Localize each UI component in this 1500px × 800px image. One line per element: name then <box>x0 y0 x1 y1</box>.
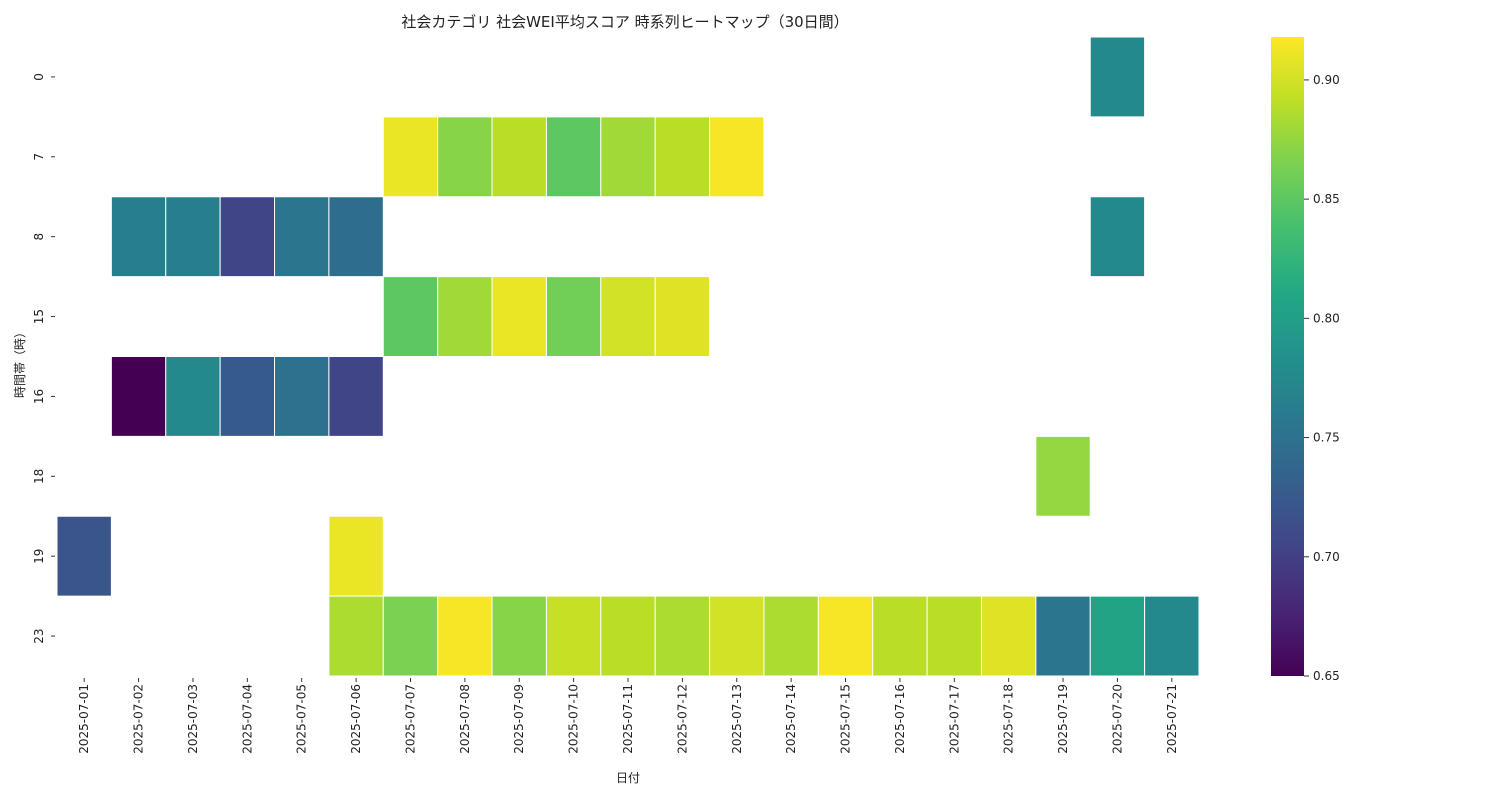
heatmap-cell <box>274 356 330 437</box>
y-tick-label: 16 <box>32 389 46 404</box>
heatmap-cell <box>328 595 384 677</box>
x-tick-label: 2025-07-11 <box>621 684 635 754</box>
colorbar-tick-label: 0.75 <box>1313 431 1340 445</box>
heatmap-cell <box>545 116 602 198</box>
colorbar-tick-label: 0.90 <box>1313 73 1340 87</box>
y-tick-label: 8 <box>32 233 46 241</box>
x-tick-label: 2025-07-13 <box>730 684 744 754</box>
heatmap-cell <box>545 276 602 357</box>
heatmap-cell <box>600 276 656 357</box>
colorbar-ticks: 0.65 0.70 0.75 0.80 0.85 0.90 <box>1304 73 1340 683</box>
heatmap-cell <box>437 276 493 357</box>
x-tick-label: 2025-07-04 <box>240 684 254 754</box>
heatmap-cells <box>56 36 1200 677</box>
y-tick-label: 23 <box>32 628 46 643</box>
x-tick-label: 2025-07-08 <box>458 684 472 754</box>
x-tick-label: 2025-07-10 <box>567 684 581 754</box>
x-tick-label: 2025-07-02 <box>132 684 146 754</box>
y-tick-label: 19 <box>32 549 46 564</box>
x-tick-label: 2025-07-09 <box>512 684 526 754</box>
heatmap-cell <box>382 276 439 357</box>
colorbar-tick-label: 0.80 <box>1313 311 1340 325</box>
y-tick-label: 18 <box>32 469 46 484</box>
heatmap-cell <box>763 595 819 677</box>
colorbar <box>1271 37 1304 676</box>
colorbar-tick-label: 0.85 <box>1313 192 1340 206</box>
heatmap-cell <box>274 196 330 278</box>
heatmap-cell <box>491 116 547 198</box>
x-tick-label: 2025-07-01 <box>77 684 91 754</box>
heatmap-cell <box>709 595 765 677</box>
y-tick-label: 7 <box>32 153 46 161</box>
heatmap-cell <box>654 595 711 677</box>
x-tick-label: 2025-07-14 <box>784 684 798 754</box>
heatmap-cell <box>382 116 439 198</box>
heatmap-cell <box>491 276 547 357</box>
heatmap-cell <box>328 356 384 437</box>
y-tick-label: 15 <box>32 309 46 324</box>
chart-title: 社会カテゴリ 社会WEI平均スコア 時系列ヒートマップ（30日間） <box>401 13 848 31</box>
heatmap-cell <box>1089 196 1146 278</box>
heatmap-cell <box>165 196 221 278</box>
heatmap-cell <box>600 116 656 198</box>
heatmap-cell <box>110 356 167 437</box>
colorbar-tick-label: 0.70 <box>1313 550 1340 564</box>
heatmap-cell <box>817 595 874 677</box>
heatmap-cell <box>709 116 765 198</box>
x-tick-label: 2025-07-15 <box>839 684 853 754</box>
y-tick-label: 0 <box>32 73 46 81</box>
heatmap-cell <box>1144 595 1200 677</box>
x-tick-label: 2025-07-21 <box>1165 684 1179 754</box>
heatmap-cell <box>545 595 602 677</box>
heatmap-cell <box>872 595 928 677</box>
heatmap-cell <box>1035 435 1091 517</box>
heatmap-cell <box>437 116 493 198</box>
heatmap-cell <box>1089 595 1146 677</box>
x-tick-label: 2025-07-17 <box>947 684 961 754</box>
x-tick-label: 2025-07-16 <box>893 684 907 754</box>
heatmap-cell <box>980 595 1037 677</box>
x-tick-label: 2025-07-06 <box>349 684 363 754</box>
x-tick-label: 2025-07-20 <box>1110 684 1124 754</box>
heatmap-cell <box>165 356 221 437</box>
heatmap-cell <box>1035 595 1091 677</box>
heatmap-cell <box>600 595 656 677</box>
x-tick-label: 2025-07-19 <box>1056 684 1070 754</box>
x-tick-label: 2025-07-03 <box>186 684 200 754</box>
heatmap-cell <box>110 196 167 278</box>
x-tick-label: 2025-07-18 <box>1002 684 1016 754</box>
x-tick-label: 2025-07-05 <box>295 684 309 754</box>
x-tick-label: 2025-07-12 <box>675 684 689 754</box>
heatmap-cell <box>219 356 276 437</box>
x-tick-label: 2025-07-07 <box>403 684 417 754</box>
heatmap-cell <box>654 116 711 198</box>
heatmap-cell <box>328 196 384 278</box>
y-axis-ticks: 0 7 8 15 16 18 19 23 <box>32 73 55 644</box>
heatmap-cell <box>437 595 493 677</box>
x-axis-ticks: 2025-07-01 2025-07-02 2025-07-03 2025-07-04… <box>77 678 1179 754</box>
y-axis-label: 時間帯（時） <box>13 326 27 398</box>
heatmap-cell <box>926 595 982 677</box>
heatmap-cell <box>328 515 384 597</box>
heatmap-cell <box>491 595 547 677</box>
colorbar-tick-label: 0.65 <box>1313 669 1340 683</box>
heatmap-cell <box>1089 36 1146 118</box>
heatmap-cell <box>219 196 276 278</box>
heatmap-cell <box>654 276 711 357</box>
heatmap-cell <box>382 595 439 677</box>
heatmap-cell <box>56 515 112 597</box>
x-axis-label: 日付 <box>616 771 640 785</box>
